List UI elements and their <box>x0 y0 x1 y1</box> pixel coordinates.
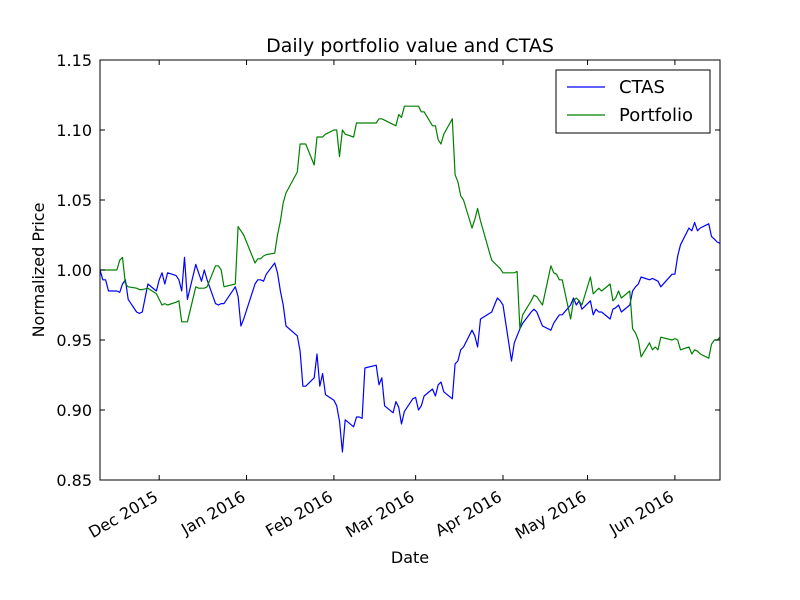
legend-label-portfolio: Portfolio <box>619 105 693 126</box>
y-tick-label: 1.00 <box>56 261 92 280</box>
series-lines <box>99 105 721 453</box>
y-tick-label: 0.85 <box>56 471 92 490</box>
legend: CTAS Portfolio <box>555 69 711 134</box>
y-tick-label: 1.15 <box>56 51 92 70</box>
series-line-ctas <box>99 221 721 453</box>
y-tick-label: 1.10 <box>56 121 92 140</box>
chart-title: Daily portfolio value and CTAS <box>266 35 554 57</box>
y-tick-label: 0.90 <box>56 401 92 420</box>
legend-box <box>555 69 711 134</box>
y-axis-label: Normalized Price <box>29 203 48 338</box>
y-tick-label: 1.05 <box>56 191 92 210</box>
legend-label-ctas: CTAS <box>619 77 665 98</box>
y-tick-label: 0.95 <box>56 331 92 350</box>
x-axis-label: Date <box>391 548 429 567</box>
series-line-portfolio <box>100 105 721 359</box>
